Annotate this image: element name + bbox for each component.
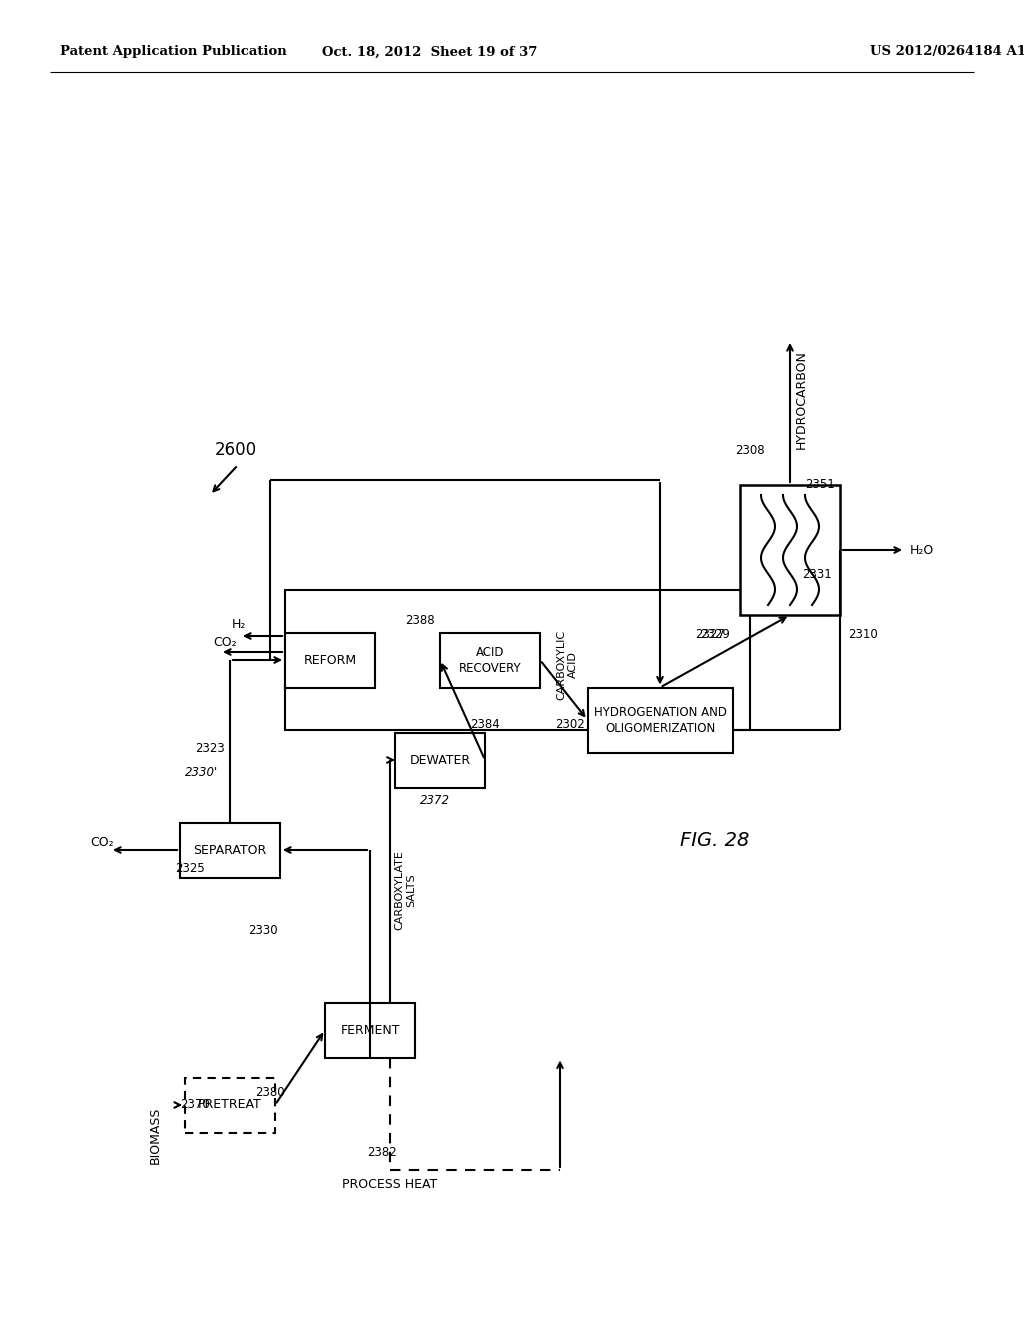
- Text: REFORM: REFORM: [303, 653, 356, 667]
- Text: 2302: 2302: [555, 718, 585, 731]
- Text: 2325: 2325: [175, 862, 205, 874]
- Text: 2372: 2372: [420, 793, 450, 807]
- Text: H₂O: H₂O: [910, 544, 934, 557]
- Bar: [180, 822, 280, 878]
- Text: FIG. 28: FIG. 28: [680, 830, 750, 850]
- Bar: [285, 590, 750, 730]
- Text: 2327: 2327: [695, 628, 725, 642]
- Text: H₂: H₂: [232, 619, 247, 631]
- Text: 2329: 2329: [700, 628, 730, 642]
- Text: 2388: 2388: [406, 614, 435, 627]
- Text: 2331: 2331: [802, 569, 831, 582]
- Text: 2380: 2380: [255, 1085, 285, 1098]
- Text: ACID
RECOVERY: ACID RECOVERY: [459, 645, 521, 675]
- Text: PRETREAT: PRETREAT: [198, 1098, 262, 1111]
- Bar: [185, 1077, 275, 1133]
- Text: US 2012/0264184 A1: US 2012/0264184 A1: [870, 45, 1024, 58]
- Text: CO₂: CO₂: [90, 836, 114, 849]
- Text: Oct. 18, 2012  Sheet 19 of 37: Oct. 18, 2012 Sheet 19 of 37: [323, 45, 538, 58]
- Text: 2323: 2323: [195, 742, 224, 755]
- Text: DEWATER: DEWATER: [410, 754, 471, 767]
- Bar: [395, 733, 485, 788]
- Bar: [325, 1002, 415, 1057]
- Text: 2600: 2600: [215, 441, 257, 459]
- Text: BIOMASS: BIOMASS: [148, 1106, 162, 1164]
- Text: 2330': 2330': [185, 766, 218, 779]
- Text: CO₂: CO₂: [213, 635, 237, 648]
- Text: 2308: 2308: [735, 444, 765, 457]
- Text: 2382: 2382: [367, 1146, 396, 1159]
- Bar: [285, 632, 375, 688]
- Bar: [440, 632, 540, 688]
- Text: CARBOXYLIC
ACID: CARBOXYLIC ACID: [556, 630, 578, 700]
- Text: 2370: 2370: [180, 1098, 210, 1111]
- Text: FERMENT: FERMENT: [340, 1023, 399, 1036]
- Bar: [740, 484, 840, 615]
- Text: HYDROGENATION AND
OLIGOMERIZATION: HYDROGENATION AND OLIGOMERIZATION: [594, 705, 726, 734]
- Text: 2384: 2384: [470, 718, 500, 731]
- Text: SEPARATOR: SEPARATOR: [194, 843, 266, 857]
- Bar: [588, 688, 732, 752]
- Text: Patent Application Publication: Patent Application Publication: [60, 45, 287, 58]
- Text: 2330: 2330: [248, 924, 278, 936]
- Text: 2310: 2310: [848, 628, 878, 642]
- Text: HYDROCARBON: HYDROCARBON: [795, 351, 808, 449]
- Text: 2351: 2351: [805, 479, 835, 491]
- Text: PROCESS HEAT: PROCESS HEAT: [342, 1179, 437, 1192]
- Text: CARBOXYLATE
SALTS: CARBOXYLATE SALTS: [394, 850, 416, 929]
